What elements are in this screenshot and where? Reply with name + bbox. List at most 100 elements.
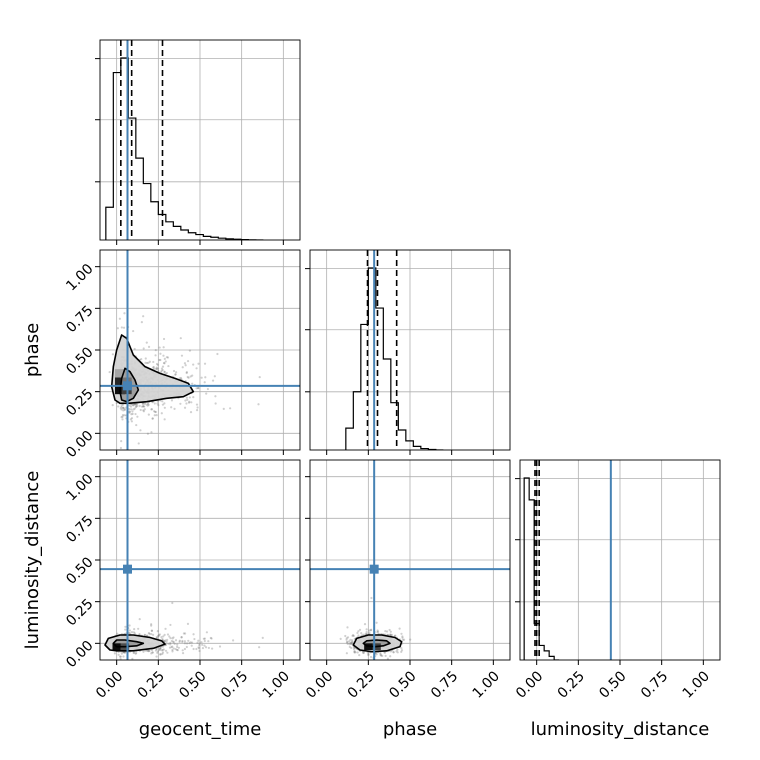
sample-point: [192, 633, 195, 636]
sample-point: [350, 641, 354, 644]
sample-point: [173, 407, 176, 410]
sample-point: [133, 347, 136, 351]
sample-point: [353, 650, 356, 653]
sample-point: [169, 641, 172, 645]
sample-point: [185, 371, 188, 374]
sample-point: [142, 347, 145, 350]
sample-point: [144, 361, 147, 364]
sample-point: [185, 402, 188, 405]
sample-point: [376, 630, 380, 633]
sample-point: [365, 631, 368, 634]
sample-point: [142, 405, 145, 408]
sample-point: [123, 414, 126, 417]
sample-point: [181, 640, 184, 644]
sample-point: [198, 642, 201, 645]
sample-point: [174, 373, 177, 376]
contour-line-outer: [110, 334, 195, 405]
sample-point: [165, 371, 168, 375]
sample-point: [205, 392, 208, 395]
sample-point: [214, 395, 217, 398]
sample-point: [203, 644, 206, 647]
sample-point: [117, 405, 120, 408]
sample-point: [346, 626, 349, 629]
sample-point: [184, 364, 187, 367]
sample-point: [122, 409, 125, 412]
sample-point: [203, 381, 206, 384]
sample-point: [207, 640, 210, 643]
sample-point: [195, 647, 198, 651]
sample-point: [170, 646, 173, 649]
sample-point: [169, 623, 172, 627]
sample-point: [163, 362, 166, 365]
sample-point: [166, 356, 170, 359]
sample-point: [147, 403, 150, 406]
sample-point: [155, 414, 158, 417]
sample-point: [349, 641, 352, 644]
sample-point: [213, 375, 216, 378]
sample-point: [122, 655, 125, 658]
sample-point: [164, 627, 167, 630]
sample-point: [120, 416, 123, 419]
sample-point: [155, 367, 158, 371]
sample-point: [185, 645, 188, 649]
sample-point: [151, 651, 154, 654]
sample-point: [153, 367, 156, 370]
sample-point: [180, 636, 183, 639]
sample-point: [218, 645, 222, 648]
sample-point: [150, 629, 154, 632]
density-cell: [115, 377, 125, 386]
sample-point: [153, 410, 156, 413]
sample-point: [119, 655, 122, 658]
sample-point: [148, 649, 151, 653]
sample-point: [157, 634, 160, 638]
sample-point: [171, 637, 174, 640]
sample-point: [142, 315, 145, 318]
sample-point: [167, 642, 170, 645]
sample-point: [155, 367, 158, 370]
sample-point: [123, 651, 126, 654]
panel-content: [310, 460, 510, 660]
sample-point: [185, 396, 188, 399]
sample-point: [161, 400, 164, 403]
sample-point: [169, 643, 172, 646]
sample-point: [145, 634, 149, 637]
sample-point: [139, 429, 142, 432]
sample-point: [158, 358, 161, 362]
sample-point: [160, 649, 164, 652]
sample-point: [191, 382, 194, 385]
sample-point: [159, 370, 163, 374]
sample-point: [135, 403, 138, 406]
sample-point: [145, 649, 149, 652]
sample-point: [120, 652, 123, 655]
contour-line-outer: [104, 634, 166, 652]
sample-point: [370, 596, 373, 600]
sample-point: [358, 628, 362, 631]
sample-point: [142, 409, 145, 412]
sample-point: [121, 414, 125, 417]
sample-point: [401, 636, 404, 639]
panel-content: [100, 40, 300, 240]
sample-point: [190, 641, 194, 644]
sample-point: [186, 622, 190, 625]
sample-point: [167, 364, 170, 368]
sample-point: [159, 352, 162, 355]
sample-point: [137, 627, 140, 630]
sample-point: [188, 349, 192, 352]
sample-point: [360, 632, 363, 635]
sample-point: [135, 651, 138, 655]
sample-point: [155, 366, 158, 369]
sample-point: [162, 354, 165, 357]
sample-point: [120, 326, 123, 329]
sample-point: [160, 635, 163, 639]
sample-point: [353, 649, 356, 653]
sample-point: [121, 415, 124, 418]
sample-point: [186, 359, 190, 363]
sample-point: [379, 654, 382, 657]
sample-point: [205, 631, 208, 634]
sample-point: [154, 354, 157, 357]
sample-point: [150, 629, 154, 632]
sample-point: [347, 640, 351, 643]
sample-point: [158, 653, 162, 656]
sample-point: [401, 638, 404, 642]
panel-content: [100, 460, 300, 660]
